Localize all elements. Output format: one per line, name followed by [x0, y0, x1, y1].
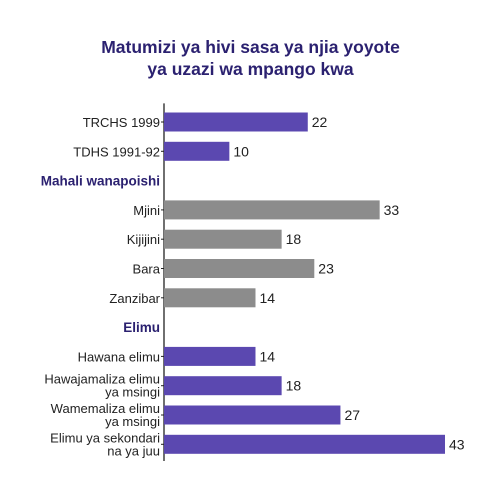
data-label: 10: [233, 143, 249, 159]
category-label: ya msingi: [105, 385, 160, 400]
category-label: Bara: [133, 262, 161, 277]
data-label: 27: [344, 407, 360, 423]
bar: [164, 112, 308, 132]
bar: [164, 405, 341, 425]
group-label: Elimu: [123, 320, 160, 335]
data-label: 43: [449, 436, 465, 452]
category-label: na ya juu: [107, 443, 160, 458]
group-label: Mahali wanapoishi: [41, 174, 160, 189]
category-label: TDHS 1991-92: [73, 144, 160, 159]
data-label: 18: [286, 231, 302, 247]
data-label: 22: [312, 114, 328, 130]
category-label: Elimu ya sekondari: [50, 430, 160, 445]
data-label: 23: [318, 261, 334, 277]
category-label: Mjini: [133, 203, 160, 218]
bar: [164, 346, 256, 366]
category-label: Kijijini: [127, 232, 160, 247]
chart-title-line-2: ya uzazi wa mpango kwa: [147, 59, 354, 79]
data-label: 14: [259, 290, 275, 306]
bar: [164, 259, 315, 278]
bar: [164, 200, 380, 220]
bar: [164, 288, 256, 308]
data-label: 18: [286, 378, 302, 394]
category-label: Zanzibar: [109, 291, 160, 306]
category-label: Hawajamaliza elimu: [44, 372, 160, 387]
category-label: ya msingi: [105, 414, 160, 429]
category-label: TRCHS 1999: [83, 115, 160, 130]
bar: [164, 141, 230, 161]
bar: [164, 434, 445, 454]
bar: [164, 229, 282, 249]
bar: [164, 376, 282, 396]
category-label: Wamemaliza elimu: [51, 401, 160, 416]
data-label: 33: [384, 202, 400, 218]
chart-title: Matumizi ya hivi sasa ya njia yoyote ya …: [0, 36, 501, 80]
data-label: 14: [259, 348, 275, 364]
category-label: Hawana elimu: [78, 349, 160, 364]
chart-title-line-1: Matumizi ya hivi sasa ya njia yoyote: [101, 37, 400, 57]
